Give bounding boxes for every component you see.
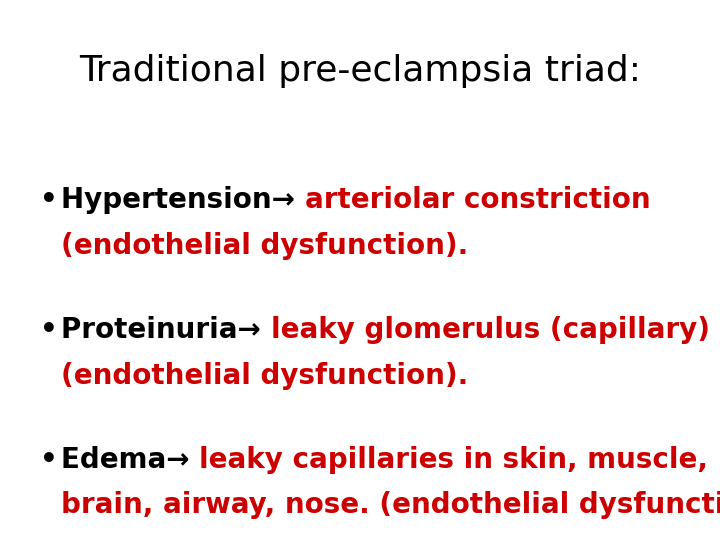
Text: Edema→: Edema→ bbox=[61, 446, 199, 474]
Text: (endothelial dysfunction).: (endothelial dysfunction). bbox=[61, 362, 469, 390]
Text: brain, airway, nose. (endothelial dysfunction).: brain, airway, nose. (endothelial dysfun… bbox=[61, 491, 720, 519]
Text: •: • bbox=[40, 446, 58, 474]
Text: Hypertension→: Hypertension→ bbox=[61, 186, 305, 214]
Text: leaky capillaries in skin, muscle, liver,: leaky capillaries in skin, muscle, liver… bbox=[199, 446, 720, 474]
Text: (endothelial dysfunction).: (endothelial dysfunction). bbox=[61, 232, 469, 260]
Text: Traditional pre-eclampsia triad:: Traditional pre-eclampsia triad: bbox=[79, 54, 641, 88]
Text: leaky glomerulus (capillary): leaky glomerulus (capillary) bbox=[271, 316, 710, 344]
Text: •: • bbox=[40, 316, 58, 344]
Text: arteriolar constriction: arteriolar constriction bbox=[305, 186, 650, 214]
Text: •: • bbox=[40, 186, 58, 214]
Text: Proteinuria→: Proteinuria→ bbox=[61, 316, 271, 344]
